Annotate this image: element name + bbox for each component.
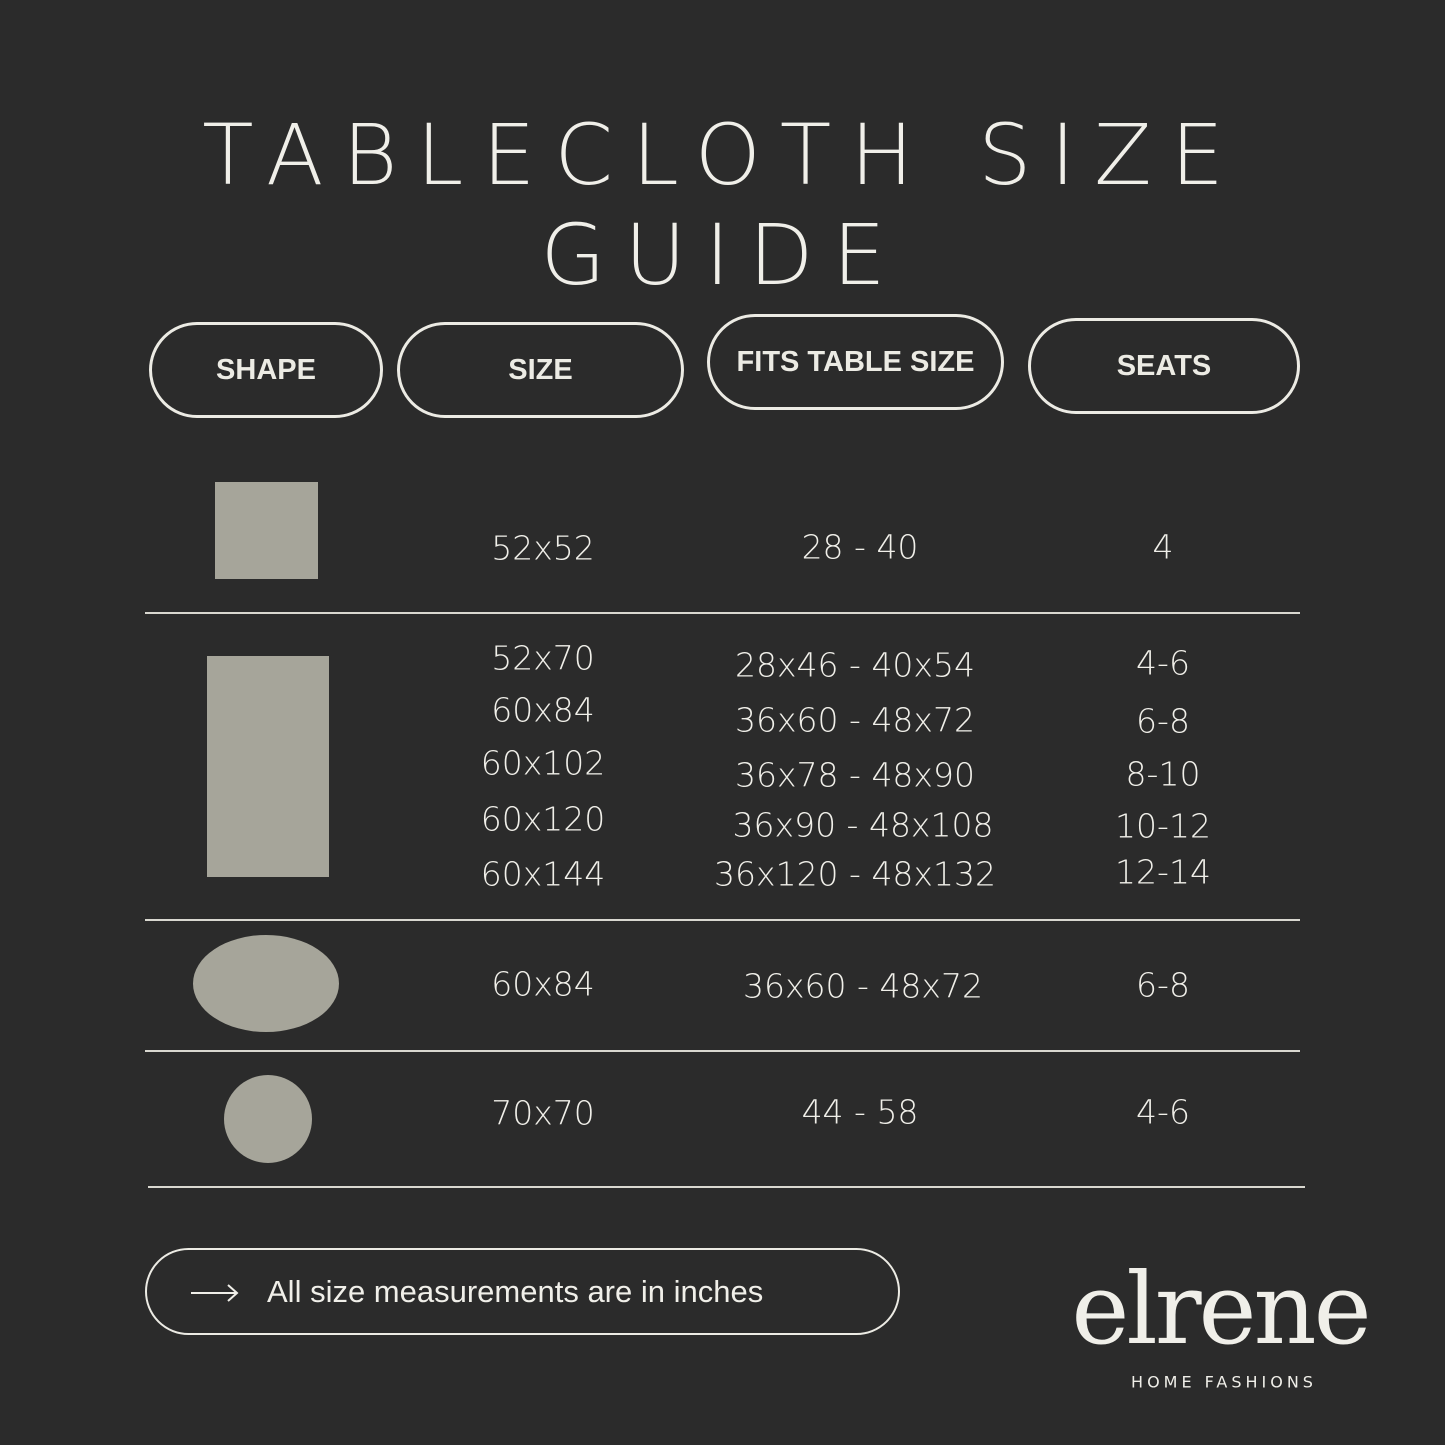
fits-value: 28 - 40	[801, 527, 919, 567]
seats-value: 4-6	[1136, 1092, 1190, 1132]
units-note	[145, 1248, 900, 1335]
size-value: 60x102	[480, 743, 606, 783]
seats-value: 10-12	[1115, 806, 1211, 846]
size-value: 52x70	[491, 638, 595, 678]
header-size: SIZE	[397, 322, 684, 418]
header-shape: SHAPE	[149, 322, 383, 418]
fits-value: 36x90 - 48x108	[732, 805, 994, 845]
row-divider	[145, 612, 1300, 614]
square-shape-icon	[215, 482, 318, 579]
seats-value: 4	[1152, 527, 1174, 567]
seats-value: 4-6	[1136, 643, 1190, 683]
fits-value: 36x78 - 48x90	[735, 755, 975, 795]
row-divider	[148, 1186, 1305, 1188]
size-value: 70x70	[491, 1093, 595, 1133]
units-note-text: All size measurements are in inches	[267, 1274, 764, 1309]
fits-value: 44 - 58	[801, 1092, 919, 1132]
rectangle-shape-icon	[207, 656, 329, 877]
seats-value: 6-8	[1136, 701, 1190, 741]
fits-value: 36x120 - 48x132	[714, 854, 996, 894]
seats-value: 6-8	[1136, 965, 1190, 1005]
brand-tagline: HOME FASHIONS	[1131, 1372, 1317, 1392]
fits-value: 36x60 - 48x72	[735, 700, 975, 740]
size-value: 60x144	[480, 854, 606, 894]
arrow-right-icon	[191, 1284, 239, 1302]
header-seats: SEATS	[1028, 318, 1300, 414]
fits-value: 36x60 - 48x72	[743, 966, 983, 1006]
fits-value: 28x46 - 40x54	[735, 645, 975, 685]
size-value: 60x84	[491, 964, 595, 1004]
header-fits-table-size: FITS TABLE SIZE	[707, 314, 1004, 410]
seats-value: 12-14	[1115, 852, 1211, 892]
row-divider	[145, 919, 1300, 921]
row-divider	[145, 1050, 1300, 1052]
size-value: 60x84	[491, 690, 595, 730]
page-title: TABLECLOTH SIZE GUIDE	[202, 106, 1243, 304]
size-value: 52x52	[491, 528, 595, 568]
oval-shape-icon	[193, 935, 339, 1032]
round-shape-icon	[224, 1075, 312, 1163]
size-value: 60x120	[480, 799, 606, 839]
brand-logo: elrene	[1071, 1253, 1371, 1367]
seats-value: 8-10	[1125, 754, 1201, 794]
